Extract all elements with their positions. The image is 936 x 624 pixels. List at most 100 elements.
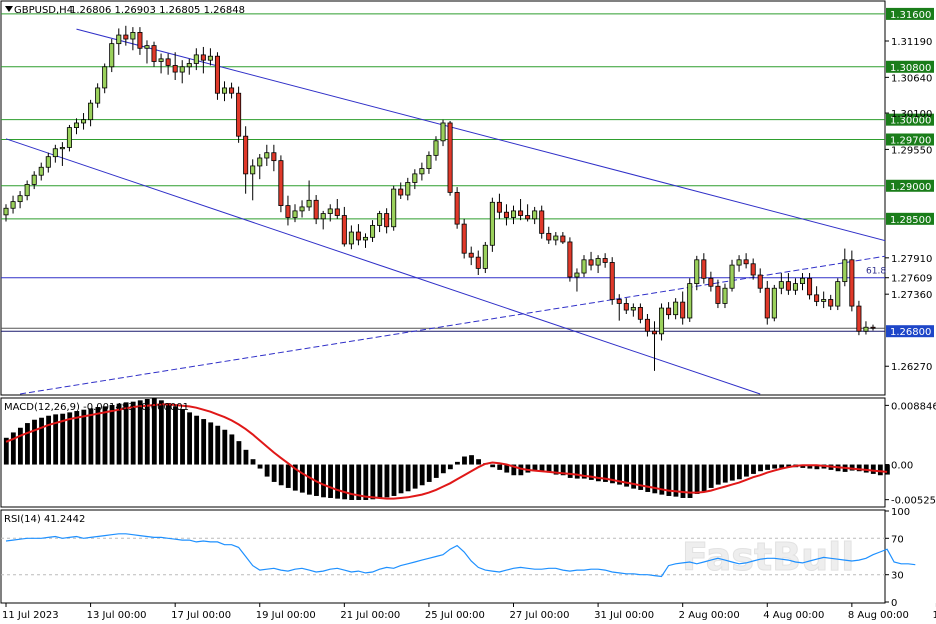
macd-bar — [603, 464, 608, 482]
macd-bar — [250, 459, 256, 465]
candle-body — [130, 32, 136, 40]
candle-body — [405, 182, 411, 196]
macd-bar — [729, 464, 735, 481]
candle-body — [95, 87, 101, 104]
candle-body — [807, 277, 813, 296]
trendline — [76, 28, 885, 242]
macd-bar — [158, 400, 164, 465]
candle-body — [616, 299, 622, 304]
macd-bar — [581, 464, 587, 479]
macd-bar — [405, 464, 411, 492]
macd-bar — [856, 464, 862, 472]
macd-bar — [109, 405, 115, 465]
candle-body — [764, 287, 770, 319]
macd-bar — [257, 464, 263, 469]
macd-bar — [187, 412, 192, 465]
x-tick-label: 17 Jul 00:00 — [171, 610, 231, 621]
rsi-tick-label: 100 — [891, 507, 910, 518]
macd-bar — [807, 464, 813, 469]
macd-bar — [32, 419, 37, 465]
candle-body — [362, 236, 369, 241]
level-tag — [886, 133, 934, 146]
candle-body — [489, 201, 495, 246]
candle-body — [814, 294, 820, 302]
x-tick-label: 25 Jul 00:00 — [425, 610, 485, 621]
macd-bar — [215, 425, 221, 465]
candle-body — [475, 256, 481, 269]
triangle-down-icon[interactable] — [5, 6, 13, 12]
macd-bar — [800, 464, 806, 468]
macd-bar — [328, 464, 333, 498]
candle-body — [341, 215, 347, 245]
candle-body — [179, 66, 185, 73]
candle-body — [644, 318, 650, 332]
macd-bar — [137, 400, 143, 465]
macd-bar — [736, 464, 742, 480]
candle-body — [193, 54, 199, 64]
candle-body — [3, 207, 9, 216]
candle-body — [757, 274, 763, 289]
level-tag-label: 1.28500 — [890, 215, 931, 226]
macd-tick-label: 0.008846 — [891, 401, 936, 412]
candle-body — [574, 272, 580, 278]
macd-bar — [271, 464, 277, 482]
macd-bar — [751, 464, 756, 474]
candle-body — [736, 259, 742, 266]
candle-body — [842, 259, 848, 283]
macd-bar — [17, 427, 23, 465]
price-tick-label: 1.29550 — [891, 145, 932, 156]
candle-body — [73, 122, 80, 128]
candle-body — [151, 45, 157, 62]
candle-body — [454, 191, 460, 225]
macd-bar — [222, 429, 228, 465]
macd-bar — [349, 464, 355, 500]
level-tag — [886, 7, 934, 20]
macd-bar — [25, 423, 30, 465]
macd-bar — [419, 464, 425, 486]
macd-bar — [610, 464, 615, 484]
macd-bar — [81, 409, 87, 465]
candle-body — [602, 258, 608, 263]
candle-body — [447, 122, 453, 193]
macd-bar — [151, 398, 157, 465]
candle-body — [849, 259, 855, 307]
candle-body — [24, 184, 30, 197]
macd-bar — [236, 441, 242, 465]
candle-body — [334, 208, 340, 216]
candle-body — [680, 301, 686, 319]
macd-bar — [144, 399, 150, 465]
macd-bar — [687, 464, 693, 498]
candle-body — [109, 43, 115, 68]
macd-bar — [53, 414, 59, 465]
macd-bar — [546, 464, 552, 473]
macd-bar — [652, 464, 658, 494]
candle-body — [701, 259, 707, 279]
level-tag — [886, 60, 934, 73]
macd-bar — [870, 464, 876, 474]
macd-bar — [779, 464, 785, 468]
candle-body — [38, 166, 44, 176]
candle-body — [271, 152, 277, 162]
macd-bar — [384, 464, 390, 498]
ohlc-label: 1.26806 1.26903 1.26805 1.26848 — [70, 5, 245, 16]
level-tag — [886, 325, 934, 338]
candle-body — [158, 58, 164, 62]
candle-body — [694, 259, 700, 285]
candle-body — [81, 119, 87, 124]
macd-bar — [370, 464, 376, 500]
candle-body — [828, 299, 834, 307]
macd-bar — [60, 413, 66, 465]
candle-body — [264, 152, 270, 159]
macd-bar — [292, 464, 298, 491]
x-tick-label: 10 Aug 00:00 — [932, 610, 936, 621]
macd-bar — [849, 464, 855, 471]
macd-signal-line — [5, 403, 888, 500]
candle-body — [10, 201, 16, 209]
macd-bar — [884, 464, 890, 475]
candle-body — [623, 303, 629, 311]
macd-bar — [123, 402, 129, 465]
macd-bar — [659, 464, 665, 495]
candle-body — [207, 55, 213, 61]
candle-body — [214, 55, 220, 94]
macd-bar — [299, 464, 305, 493]
